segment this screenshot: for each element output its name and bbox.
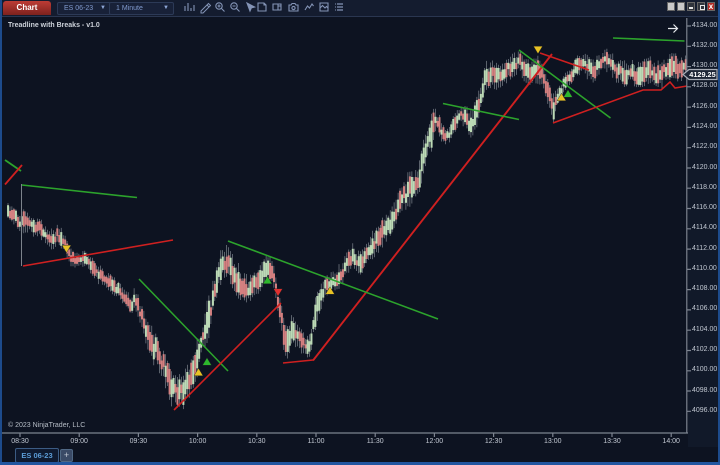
svg-text:4129.25: 4129.25: [689, 70, 715, 79]
